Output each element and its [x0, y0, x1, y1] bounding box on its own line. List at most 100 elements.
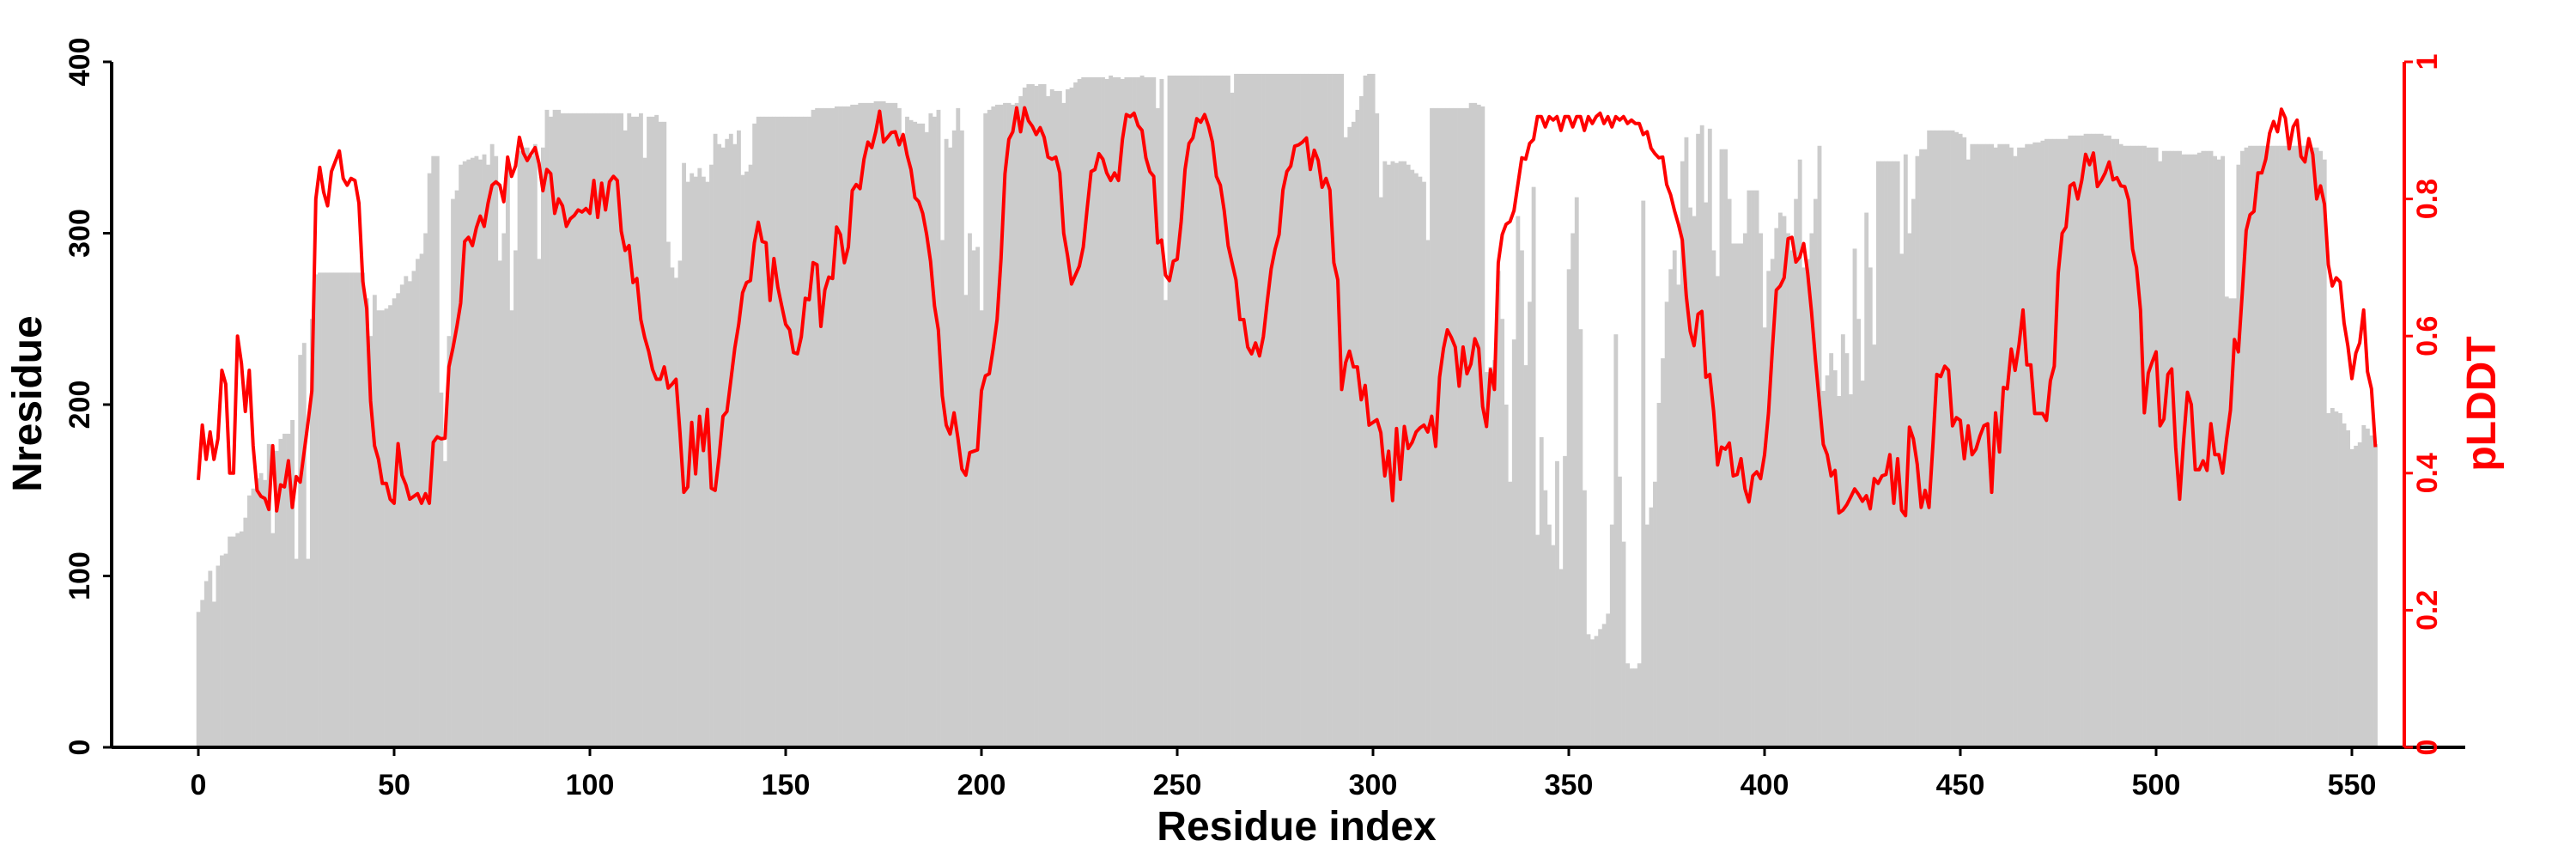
nresidue-bar: [2091, 133, 2096, 748]
nresidue-bar: [2283, 145, 2288, 747]
nresidue-bar: [2240, 150, 2245, 748]
nresidue-bar: [768, 116, 773, 748]
nresidue-bar: [1814, 198, 1818, 748]
nresidue-bar: [337, 272, 342, 747]
x-axis-title: Residue index: [1157, 804, 1437, 850]
nresidue-bar: [1840, 334, 1845, 747]
nresidue-bar: [861, 102, 866, 747]
nresidue-bar: [2338, 412, 2342, 747]
x-tick-label: 400: [1741, 769, 1789, 801]
nresidue-bar: [1151, 76, 1157, 747]
nresidue-bar: [748, 164, 753, 747]
nresidue-bar: [928, 113, 933, 748]
nresidue-bar: [983, 113, 988, 748]
nresidue-bar: [1484, 372, 1489, 747]
nresidue-bar: [258, 472, 264, 747]
nresidue-bar: [208, 570, 213, 747]
nresidue-bar: [266, 443, 271, 747]
nresidue-bar: [1425, 240, 1431, 748]
nresidue-bar: [1566, 269, 1571, 747]
nresidue-bar: [1413, 173, 1419, 748]
nresidue-bar: [1382, 161, 1388, 747]
nresidue-bar: [1057, 90, 1062, 747]
nresidue-bar: [1398, 161, 1403, 747]
nresidue-bar: [466, 159, 471, 747]
nresidue-bar: [1120, 78, 1125, 747]
nresidue-bar: [1054, 90, 1059, 747]
nresidue-bar: [251, 488, 256, 747]
nresidue-bar: [1347, 126, 1352, 747]
nresidue-bar: [2267, 145, 2272, 747]
nresidue-bar: [2224, 296, 2229, 747]
nresidue-bar: [1511, 339, 1516, 747]
nresidue-bar: [501, 233, 507, 747]
nresidue-bar: [1919, 149, 1923, 747]
nresidue-bar: [1351, 121, 1356, 747]
nresidue-bar: [1277, 73, 1282, 747]
nresidue-bar: [2115, 138, 2119, 747]
nresidue-bar: [247, 495, 252, 747]
nresidue-bar: [1445, 107, 1450, 748]
nresidue-bar: [1990, 143, 1995, 747]
nresidue-bar: [2080, 135, 2084, 748]
nresidue-bar: [1265, 73, 1270, 747]
nresidue-bar: [462, 161, 467, 747]
nresidue-bar: [1923, 149, 1928, 747]
nresidue-bar: [211, 601, 216, 747]
nresidue-bar: [1332, 73, 1336, 747]
nresidue-bar: [1402, 161, 1407, 747]
nresidue-bar: [1942, 130, 1947, 748]
nresidue-bar: [1124, 76, 1129, 747]
nresidue-bar: [1253, 73, 1258, 747]
nresidue-bar: [1370, 73, 1376, 747]
nresidue-bar: [2279, 145, 2284, 747]
nresidue-bar: [411, 271, 416, 747]
nresidue-bar: [486, 164, 491, 747]
nresidue-bar: [611, 113, 616, 748]
nresidue-bar: [1476, 104, 1481, 748]
nresidue-bar: [1837, 396, 1842, 747]
nresidue-bar: [2361, 424, 2366, 747]
nresidue-bar: [1097, 76, 1102, 747]
nresidue-bar: [270, 533, 276, 748]
nresidue-bar: [936, 109, 941, 748]
nresidue-bar: [1633, 668, 1638, 747]
nresidue-bar: [893, 102, 898, 747]
nresidue-bar: [1042, 83, 1047, 748]
nresidue-bar: [1938, 130, 1943, 748]
nresidue-bar: [274, 450, 279, 747]
nresidue-bar: [2009, 147, 2014, 747]
nresidue-bar: [306, 558, 311, 747]
nresidue-bar: [650, 116, 655, 748]
nresidue-bar: [1081, 76, 1086, 747]
nresidue-bar: [509, 310, 514, 747]
nresidue-bar: [2020, 147, 2026, 747]
nresidue-bar: [384, 308, 389, 747]
nresidue-bar: [811, 109, 816, 748]
nresidue-bar: [1182, 75, 1188, 747]
nresidue-bar: [1731, 243, 1736, 748]
nresidue-bar: [2196, 152, 2202, 748]
nresidue-bar: [2259, 145, 2264, 747]
nresidue-bar: [1770, 259, 1775, 747]
nresidue-bar: [760, 116, 765, 748]
nresidue-bar: [1335, 73, 1340, 747]
nresidue-bar: [1668, 269, 1674, 747]
nresidue-bar: [416, 259, 420, 747]
nresidue-bar: [1546, 524, 1552, 747]
nresidue-bar: [2369, 435, 2374, 747]
nresidue-bar: [2142, 145, 2147, 747]
nresidue-bar: [1571, 233, 1576, 747]
nresidue-bar: [2208, 150, 2214, 748]
nresidue-bar: [752, 123, 757, 747]
nresidue-bar: [1218, 75, 1223, 747]
nresidue-bar: [1210, 75, 1215, 747]
nresidue-bar: [603, 113, 608, 748]
nresidue-bar: [878, 101, 883, 747]
nresidue-bar: [740, 174, 745, 748]
nresidue-bar: [728, 133, 733, 748]
nresidue-bar: [635, 116, 640, 748]
nresidue-bar: [2169, 150, 2174, 748]
nresidue-bar: [2166, 150, 2171, 748]
nresidue-bar: [255, 478, 259, 747]
